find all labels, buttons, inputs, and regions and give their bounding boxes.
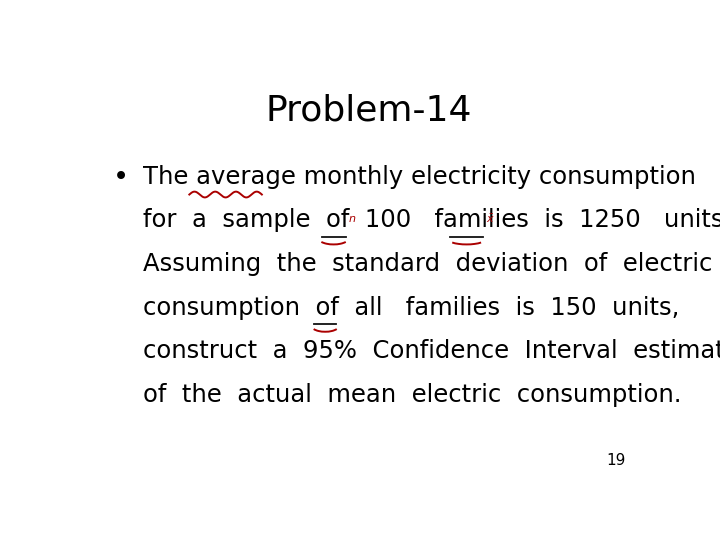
Text: •: • (112, 165, 129, 191)
Text: Assuming  the  standard  deviation  of  electric: Assuming the standard deviation of elect… (143, 252, 712, 276)
Text: 19: 19 (606, 453, 626, 468)
Text: The average monthly electricity consumption: The average monthly electricity consumpt… (143, 165, 696, 188)
Text: construct  a  95%  Confidence  Interval  estimate: construct a 95% Confidence Interval esti… (143, 339, 720, 363)
Text: $\bar{x}$: $\bar{x}$ (485, 213, 495, 225)
Text: n: n (348, 214, 356, 225)
Text: of  the  actual  mean  electric  consumption.: of the actual mean electric consumption. (143, 383, 682, 407)
Text: Problem-14: Problem-14 (266, 94, 472, 128)
Text: consumption  of  all   families  is  150  units,: consumption of all families is 150 units… (143, 295, 680, 320)
Text: for  a  sample  of  100   families  is  1250   units.: for a sample of 100 families is 1250 uni… (143, 208, 720, 232)
